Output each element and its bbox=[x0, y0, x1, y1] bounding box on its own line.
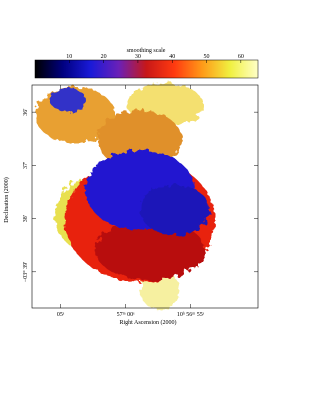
y-tick-label: −03° 39′ bbox=[22, 261, 29, 282]
colorbar-tick-label: 20 bbox=[101, 54, 107, 60]
colorbar bbox=[34, 59, 259, 79]
sky-map bbox=[32, 83, 258, 310]
colorbar-tick-label: 60 bbox=[238, 54, 244, 60]
x-tick-label: 57ᵐ 00ˢ bbox=[117, 312, 135, 318]
y-tick-label: 38′ bbox=[23, 214, 29, 222]
colorbar-tick-label: 40 bbox=[169, 54, 175, 60]
region bbox=[95, 220, 205, 280]
y-tick-label: 36′ bbox=[23, 108, 29, 116]
region bbox=[50, 88, 86, 112]
x-tick-label: 10ʰ 56ᵐ 55ˢ bbox=[177, 312, 205, 318]
y-axis-label: Declination (2000) bbox=[3, 177, 10, 223]
colorbar-tick-label: 50 bbox=[204, 54, 210, 60]
colorbar-label: smoothing scale bbox=[127, 48, 166, 54]
plot-frame bbox=[31, 84, 259, 309]
colorbar-tick-label: 10 bbox=[66, 54, 72, 60]
colorbar-tick-label: 30 bbox=[135, 54, 141, 60]
x-tick-label: 05ˢ bbox=[57, 312, 65, 318]
figure: smoothing scale Right Ascension (2000) D… bbox=[3, 48, 259, 326]
region bbox=[140, 185, 210, 235]
y-tick-label: 37′ bbox=[23, 161, 29, 169]
x-axis-label: Right Ascension (2000) bbox=[120, 319, 177, 326]
